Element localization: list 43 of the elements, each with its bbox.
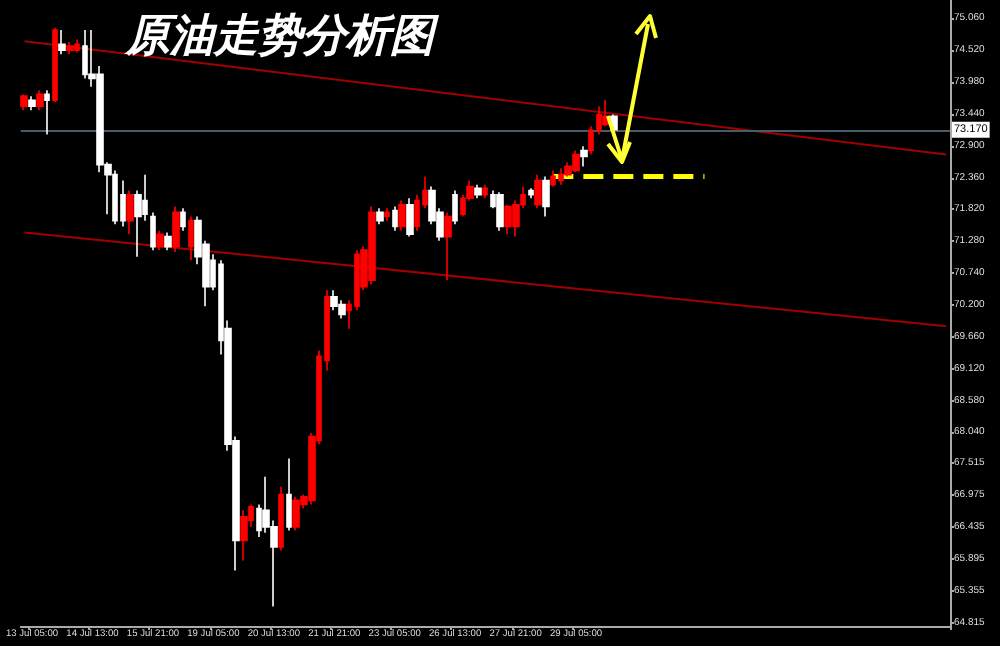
candlestick [392, 205, 398, 232]
candlestick [172, 205, 180, 253]
candlestick [150, 211, 156, 251]
candlestick [528, 187, 534, 200]
candlestick [52, 26, 58, 103]
candlestick [188, 215, 194, 261]
candlestick [368, 205, 376, 286]
candlestick [482, 183, 488, 200]
candlestick [278, 485, 284, 552]
candlestick [558, 167, 564, 186]
candlestick [156, 229, 164, 251]
candlestick [240, 509, 248, 562]
candlestick [572, 149, 580, 174]
candlestick [580, 145, 588, 168]
candlestick [496, 191, 504, 232]
candlestick [58, 29, 66, 56]
candlestick [36, 89, 44, 112]
candlestick [126, 189, 134, 236]
candlestick [164, 231, 172, 251]
candlestick [28, 95, 36, 112]
candlestick [120, 179, 126, 228]
candlestick [330, 289, 338, 312]
candlestick [74, 38, 80, 54]
candlestick [286, 457, 292, 532]
chart-title: 原油走势分析图 [124, 10, 440, 62]
candlestick [376, 207, 384, 225]
candlestick [20, 93, 28, 112]
candlestick [44, 89, 50, 136]
candlestick [398, 199, 406, 232]
candlestick [452, 189, 458, 225]
candlestick [180, 207, 186, 232]
candlestick [406, 197, 414, 238]
candlestick [384, 207, 390, 222]
candlestick [82, 29, 88, 80]
candlestick [292, 495, 300, 532]
candlestick [504, 203, 512, 236]
candlestick [474, 183, 482, 200]
candlestick [542, 175, 550, 218]
candlestick [550, 169, 556, 188]
candlestick [66, 41, 74, 56]
candlestick [534, 173, 542, 210]
candlestick [444, 211, 452, 282]
candlestick [112, 169, 118, 225]
